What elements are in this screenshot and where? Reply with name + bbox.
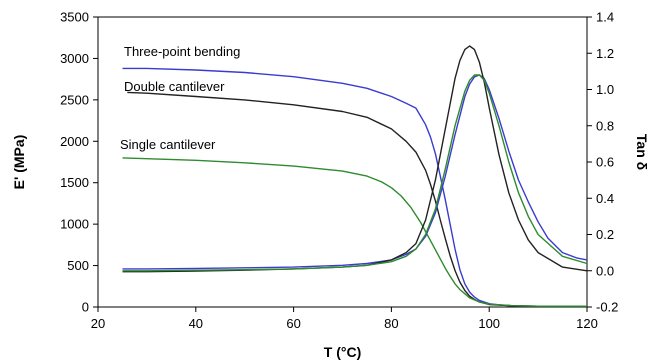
x-axis-title: T (°C) bbox=[324, 344, 361, 360]
y2-tick-label: -0.2 bbox=[596, 300, 618, 315]
x-tick-label: 60 bbox=[286, 316, 300, 331]
y-tick-label: 2500 bbox=[60, 92, 89, 107]
y-tick-label: 1000 bbox=[60, 217, 89, 232]
y2-tick-label: 1.2 bbox=[596, 46, 614, 61]
y-tick-label: 0 bbox=[82, 300, 89, 315]
annotation-double-cantilever: Double cantilever bbox=[124, 79, 225, 94]
series-line-double-cantilever bbox=[127, 91, 587, 307]
y-tick-label: 500 bbox=[67, 258, 89, 273]
series-line-three-point-bending-tan bbox=[122, 74, 588, 270]
x-tick-label: 40 bbox=[189, 316, 203, 331]
y2-tick-label: 0.6 bbox=[596, 155, 614, 170]
series-line-single-cantilever-tan bbox=[122, 74, 588, 272]
x-tick-label: 100 bbox=[478, 316, 500, 331]
y-tick-label: 3500 bbox=[60, 10, 89, 25]
y-tick-label: 1500 bbox=[60, 175, 89, 190]
series-layer bbox=[122, 45, 588, 307]
y2-tick-label: 0.4 bbox=[596, 191, 614, 206]
y-axis-title: E' (MPa) bbox=[11, 135, 27, 190]
y2-tick-label: 0.8 bbox=[596, 118, 614, 133]
annotation-single-cantilever: Single cantilever bbox=[120, 137, 216, 152]
y2-tick-label: 0.2 bbox=[596, 227, 614, 242]
y-tick-label: 3000 bbox=[60, 51, 89, 66]
annotation-three-point-bending: Three-point bending bbox=[124, 44, 240, 59]
ticks-layer: 20 40 60 80 100 120 0 500 1000 1500 2000 2500 3000 35… bbox=[60, 10, 618, 332]
y2-tick-label: 1.0 bbox=[596, 82, 614, 97]
plot-border bbox=[97, 16, 588, 308]
y2-tick-label: 0.0 bbox=[596, 263, 614, 278]
y-tick-label: 2000 bbox=[60, 134, 89, 149]
y2-axis-title: Tan δ bbox=[634, 134, 650, 170]
series-line-single-cantilever bbox=[122, 157, 587, 307]
x-tick-label: 80 bbox=[384, 316, 398, 331]
x-tick-label: 120 bbox=[576, 316, 598, 331]
x-tick-label: 20 bbox=[91, 316, 105, 331]
plot-frame bbox=[97, 16, 588, 308]
y2-tick-label: 1.4 bbox=[596, 10, 614, 25]
